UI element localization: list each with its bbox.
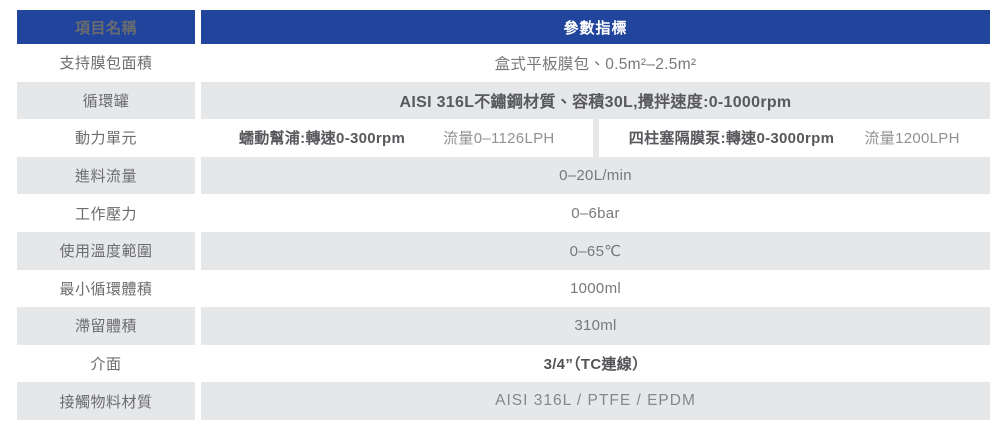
column-gap <box>195 156 201 195</box>
column-gap <box>195 382 201 420</box>
table-row: 最小循環體積 1000ml <box>17 269 990 308</box>
row-value: 0–6bar <box>201 194 990 232</box>
table-row: 使用溫度範圍 0–65℃ <box>17 231 990 270</box>
table-row: 支持膜包面積 盒式平板膜包、0.5m²–2.5m² <box>17 44 990 82</box>
row-label: 支持膜包面積 <box>17 44 195 82</box>
column-gap <box>195 307 201 345</box>
row-label: 使用溫度範圍 <box>17 231 195 270</box>
peristaltic-pump-cell: 蠕動幫浦:轉速0-300rpm 流量0–1126LPH <box>201 119 593 157</box>
row-label: 接觸物料材質 <box>17 382 195 420</box>
column-gap <box>195 81 201 120</box>
row-value: AISI 316L不鏽鋼材質、容積30L,攪拌速度:0-1000rpm <box>201 81 990 120</box>
row-value: 310ml <box>201 307 990 345</box>
column-gap <box>195 344 201 383</box>
header-item-column: 項目名稱 <box>17 10 195 44</box>
table-body: 支持膜包面積 盒式平板膜包、0.5m²–2.5m² 循環罐 AISI 316L不… <box>17 44 990 420</box>
pump2-flow: 流量1200LPH <box>864 130 960 148</box>
row-value: 蠕動幫浦:轉速0-300rpm 流量0–1126LPH 四柱塞隔膜泵:轉速0-3… <box>201 119 990 157</box>
table-row: 接觸物料材質 AISI 316L / PTFE / EPDM <box>17 382 990 420</box>
table-header-row: 項目名稱 參數指標 <box>17 10 990 44</box>
column-gap <box>195 44 201 82</box>
row-value: 盒式平板膜包、0.5m²–2.5m² <box>201 44 990 82</box>
column-gap <box>195 10 201 44</box>
pump2-spec: 四柱塞隔膜泵:轉速0-3000rpm <box>628 130 835 148</box>
row-label: 進料流量 <box>17 156 195 195</box>
row-value: AISI 316L / PTFE / EPDM <box>201 382 990 420</box>
column-gap <box>195 231 201 270</box>
table-row: 介面 3/4”（TC連線） <box>17 344 990 383</box>
table-row: 工作壓力 0–6bar <box>17 194 990 232</box>
column-gap <box>195 194 201 232</box>
pump1-flow: 流量0–1126LPH <box>443 130 555 148</box>
table-row: 進料流量 0–20L/min <box>17 156 990 195</box>
cell-divider <box>592 119 599 157</box>
column-gap <box>195 119 201 157</box>
header-param-column: 參數指標 <box>201 10 990 44</box>
row-value: 3/4”（TC連線） <box>201 344 990 383</box>
table-row-power-unit: 動力單元 蠕動幫浦:轉速0-300rpm 流量0–1126LPH 四柱塞隔膜泵:… <box>17 119 990 157</box>
row-label: 最小循環體積 <box>17 269 195 308</box>
table-row: 滯留體積 310ml <box>17 307 990 345</box>
row-value: 1000ml <box>201 269 990 308</box>
column-gap <box>195 269 201 308</box>
row-value: 0–65℃ <box>201 231 990 270</box>
diaphragm-pump-cell: 四柱塞隔膜泵:轉速0-3000rpm 流量1200LPH <box>599 119 991 157</box>
row-label: 循環罐 <box>17 81 195 120</box>
row-label: 滯留體積 <box>17 307 195 345</box>
row-label: 介面 <box>17 344 195 383</box>
table-row: 循環罐 AISI 316L不鏽鋼材質、容積30L,攪拌速度:0-1000rpm <box>17 81 990 120</box>
spec-table: 項目名稱 參數指標 支持膜包面積 盒式平板膜包、0.5m²–2.5m² 循環罐 … <box>17 10 990 420</box>
row-value: 0–20L/min <box>201 156 990 195</box>
row-label: 動力單元 <box>17 119 195 157</box>
row-label: 工作壓力 <box>17 194 195 232</box>
pump1-spec: 蠕動幫浦:轉速0-300rpm <box>238 130 406 148</box>
